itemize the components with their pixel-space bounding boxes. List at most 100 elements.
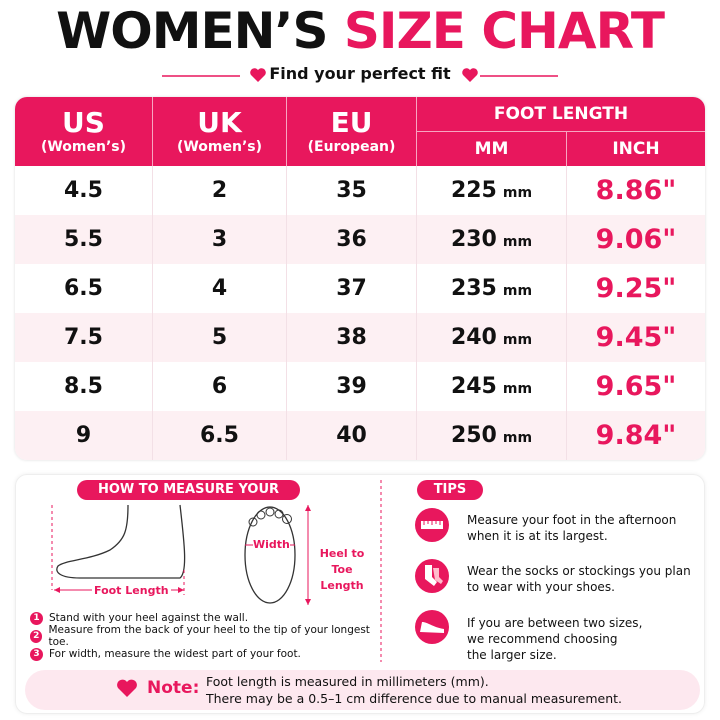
title: WOMEN’S SIZE CHART — [0, 2, 720, 60]
tip-line: Wear the socks or stockings you plan — [467, 564, 691, 578]
step-number: 1 — [30, 611, 43, 625]
header-eu: EU — [330, 105, 373, 139]
cell: 35 — [287, 166, 417, 215]
note-box: Note: Foot length is measured in millime… — [25, 670, 700, 710]
cell: 39 — [287, 362, 417, 411]
tip: If you are between two sizes, we recommen… — [467, 615, 697, 666]
table-row: 5.5 3 36 230 mm 9.06" — [15, 215, 705, 264]
header-mm: MM — [417, 132, 567, 166]
mm-unit: mm — [502, 381, 533, 397]
step: 2 Measure from the back of your heel to t… — [30, 624, 380, 648]
note-text: Foot length is measured in millimeters (… — [206, 673, 622, 707]
cell: 8.5 — [15, 362, 153, 411]
mm-unit: mm — [502, 332, 533, 348]
label-line: Length — [320, 579, 364, 592]
note-line: There may be a 0.5–1 cm difference due t… — [206, 691, 623, 706]
cell: 6 — [153, 362, 287, 411]
tip-line: we recommend choosing — [467, 632, 618, 646]
tip-line: Measure your foot in the afternoon — [467, 513, 677, 527]
cell-mm: 240 mm — [417, 313, 567, 362]
header-eu-sub: (European) — [307, 138, 396, 155]
cell-mm: 225 mm — [417, 166, 567, 215]
header-uk: UK — [197, 105, 242, 139]
cell: 4.5 — [15, 166, 153, 215]
tip: Wear the socks or stockings you plan to w… — [467, 563, 697, 615]
measure-heading: HOW TO MEASURE YOUR FOOT — [77, 480, 300, 517]
mm-value: 235 — [450, 276, 497, 301]
title-accent: SIZE CHART — [343, 2, 665, 60]
mm-value: 250 — [450, 423, 497, 448]
tip-line: If you are between two sizes, — [467, 616, 643, 630]
header-uk-sub: (Women’s) — [176, 138, 263, 155]
mm-value: 245 — [450, 374, 497, 399]
cell-inch: 9.45" — [567, 313, 705, 362]
foot-length-label: Foot Length — [92, 584, 171, 597]
subtitle-deco — [162, 68, 558, 82]
header-cell: UK (Women’s) — [153, 97, 287, 166]
note-label: Note: — [147, 678, 200, 698]
cell: 38 — [287, 313, 417, 362]
step-text: For width, measure the widest part of yo… — [49, 648, 301, 660]
table-row: 6.5 4 37 235 mm 9.25" — [15, 264, 705, 313]
note-heart — [117, 679, 137, 697]
header-inch: INCH — [567, 132, 705, 166]
mm-value: 230 — [450, 227, 497, 252]
header-cell: EU (European) — [287, 97, 417, 166]
header-us: US — [62, 105, 105, 139]
steps: 1 Stand with your heel against the wall. 2… — [30, 609, 380, 663]
table-row: 7.5 5 38 240 mm 9.45" — [15, 313, 705, 362]
cell-mm: 235 mm — [417, 264, 567, 313]
cell-inch: 9.65" — [567, 362, 705, 411]
tip-line: to wear with your shoes. — [467, 580, 615, 594]
step-text: Measure from the back of your heel to th… — [48, 624, 370, 648]
cell: 36 — [287, 215, 417, 264]
cell: 5 — [153, 313, 287, 362]
label-line: Heel to Toe — [319, 547, 365, 576]
mm-value: 225 — [450, 178, 497, 203]
cell-mm: 230 mm — [417, 215, 567, 264]
tip-line: the larger size. — [467, 648, 557, 662]
cell-inch: 9.84" — [567, 411, 705, 460]
size-table: US (Women’s) UK (Women’s) EU (European) FOO… — [15, 97, 705, 460]
cell-mm: 250 mm — [417, 411, 567, 460]
cell: 6.5 — [15, 264, 153, 313]
table-row: 4.5 2 35 225 mm 8.86" — [15, 166, 705, 215]
tip: Measure your foot in the afternoon when i… — [467, 512, 697, 563]
tip-line: when it is at its largest. — [467, 529, 608, 543]
note-line: Foot length is measured in millimeters (… — [206, 674, 489, 689]
cell: 2 — [153, 166, 287, 215]
tip-icons — [415, 508, 449, 644]
cell: 7.5 — [15, 313, 153, 362]
step-number: 3 — [30, 647, 43, 661]
title-dark: WOMEN’S — [56, 2, 328, 60]
info-panel — [15, 474, 705, 714]
table-row: 8.5 6 39 245 mm 9.65" — [15, 362, 705, 411]
width-label: Width — [253, 538, 290, 551]
cell: 3 — [153, 215, 287, 264]
heel-to-toe-label: Heel to Toe Length — [312, 546, 372, 594]
step-number: 2 — [30, 629, 43, 643]
header-us-sub: (Women’s) — [40, 138, 127, 155]
table-row: 9 6.5 40 250 mm 9.84" — [15, 411, 705, 460]
cell: 40 — [287, 411, 417, 460]
cell: 6.5 — [153, 411, 287, 460]
subtitle: Find your perfect fit — [269, 64, 451, 83]
mm-unit: mm — [502, 185, 533, 201]
cell-mm: 245 mm — [417, 362, 567, 411]
mm-unit: mm — [502, 430, 533, 446]
step: 1 Stand with your heel against the wall. — [30, 609, 380, 627]
mm-unit: mm — [502, 234, 533, 250]
cell-inch: 9.06" — [567, 215, 705, 264]
cell: 9 — [15, 411, 153, 460]
step: 3 For width, measure the widest part of y… — [30, 645, 380, 663]
header-foot-length: FOOT LENGTH — [417, 97, 705, 132]
mm-unit: mm — [502, 283, 533, 299]
tips-list: Measure your foot in the afternoon when i… — [467, 512, 697, 666]
mm-value: 240 — [450, 325, 497, 350]
cell: 5.5 — [15, 215, 153, 264]
cell: 4 — [153, 264, 287, 313]
tips-heading: TIPS — [417, 480, 483, 500]
step-text: Stand with your heel against the wall. — [49, 612, 249, 624]
cell-inch: 8.86" — [567, 166, 705, 215]
